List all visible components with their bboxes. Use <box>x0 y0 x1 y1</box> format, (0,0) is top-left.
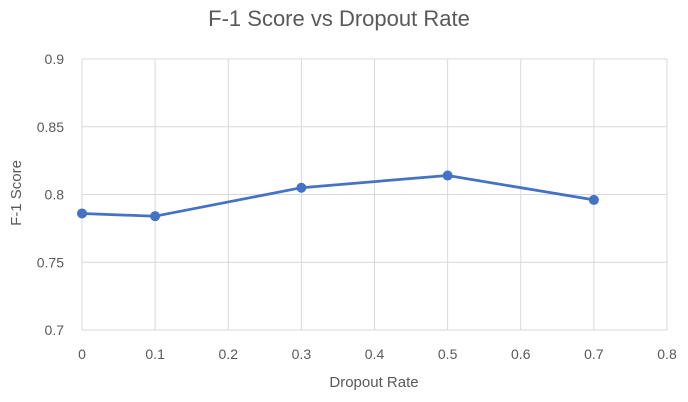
y-axis-ticks: 0.7 0.75 0.8 0.85 0.9 <box>37 51 64 338</box>
data-point <box>77 208 87 219</box>
chart-title: F-1 Score vs Dropout Rate <box>208 6 470 31</box>
x-tick-label: 0.7 <box>584 346 604 362</box>
x-tick-label: 0.2 <box>219 346 239 362</box>
x-tick-label: 0.8 <box>657 346 677 362</box>
data-point <box>150 211 161 222</box>
y-tick-label: 0.7 <box>45 322 65 338</box>
y-tick-label: 0.75 <box>37 254 64 270</box>
x-tick-label: 0.1 <box>145 346 165 362</box>
data-point <box>442 170 453 181</box>
y-axis-label: F-1 Score <box>8 160 25 226</box>
series-layer <box>77 170 599 222</box>
y-tick-label: 0.85 <box>37 119 64 135</box>
data-point <box>588 194 599 205</box>
x-tick-label: 0.4 <box>365 346 385 362</box>
x-tick-label: 0 <box>78 346 86 362</box>
grid <box>81 58 668 331</box>
data-point <box>296 182 307 193</box>
x-axis-label: Dropout Rate <box>329 374 418 391</box>
y-tick-label: 0.8 <box>45 187 65 203</box>
y-tick-label: 0.9 <box>45 51 65 67</box>
x-tick-label: 0.6 <box>511 346 531 362</box>
x-axis-ticks: 0 0.1 0.2 0.3 0.4 0.5 0.6 0.7 0.8 <box>78 346 677 362</box>
x-tick-label: 0.3 <box>292 346 312 362</box>
series-line <box>81 174 595 218</box>
x-tick-label: 0.5 <box>438 346 458 362</box>
